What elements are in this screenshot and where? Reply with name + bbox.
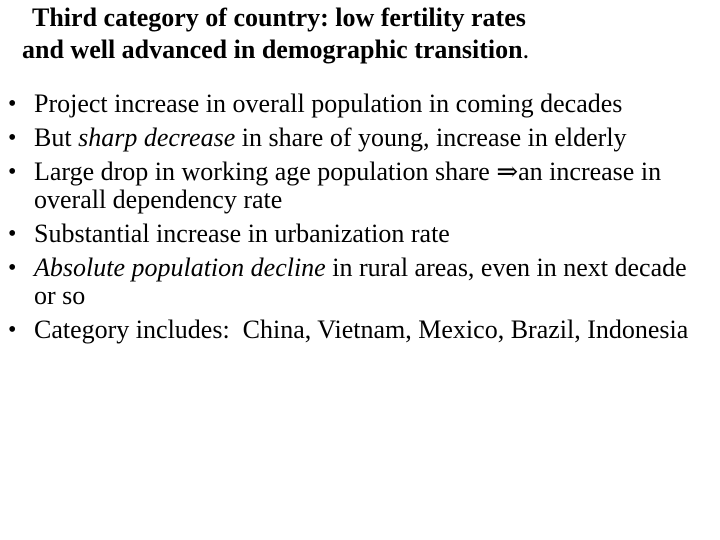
bullet-text: Project increase in overall population i…	[34, 89, 623, 118]
bullet-item: • Category includes: China, Vietnam, Mex…	[0, 316, 700, 344]
bullet-text: Substantial increase in urbanization rat…	[34, 219, 450, 248]
title-line-2-text: and well advanced in demographic transit…	[22, 35, 523, 64]
bullet-text-emphasis: sharp decrease	[78, 123, 236, 152]
slide-title: Third category of country: low fertility…	[18, 2, 708, 66]
bullet-list: • Project increase in overall population…	[0, 90, 700, 350]
bullet-text-post: an increase in overall dependency rate	[34, 157, 662, 214]
bullet-text-post: in rural areas, even in next decade or s…	[34, 253, 687, 310]
bullet-item: • Project increase in overall population…	[0, 90, 700, 118]
bullet-item: • Large drop in working age population s…	[0, 158, 700, 214]
bullet-item: • Absolute population decline in rural a…	[0, 254, 700, 310]
bullet-icon: •	[8, 317, 17, 343]
bullet-item: • But sharp decrease in share of young, …	[0, 124, 700, 152]
title-period: .	[522, 35, 530, 64]
bullet-icon: •	[8, 255, 17, 281]
bullet-text: Category includes: China, Vietnam, Mexic…	[34, 315, 689, 344]
bullet-text-post: in share of young, increase in elderly	[235, 123, 627, 152]
title-line-2: and well advanced in demographic transit…	[18, 34, 708, 66]
bullet-text-pre: Large drop in working age population sha…	[34, 157, 497, 186]
bullet-icon: •	[8, 221, 17, 247]
title-line-1: Third category of country: low fertility…	[32, 3, 526, 32]
bullet-icon: •	[8, 159, 17, 185]
bullet-text-emphasis: Absolute population decline	[34, 253, 326, 282]
bullet-icon: •	[8, 91, 17, 117]
implies-arrow-icon: ⇒	[496, 157, 519, 186]
bullet-text-pre: But	[34, 123, 79, 152]
bullet-item: • Substantial increase in urbanization r…	[0, 220, 700, 248]
bullet-icon: •	[8, 125, 17, 151]
